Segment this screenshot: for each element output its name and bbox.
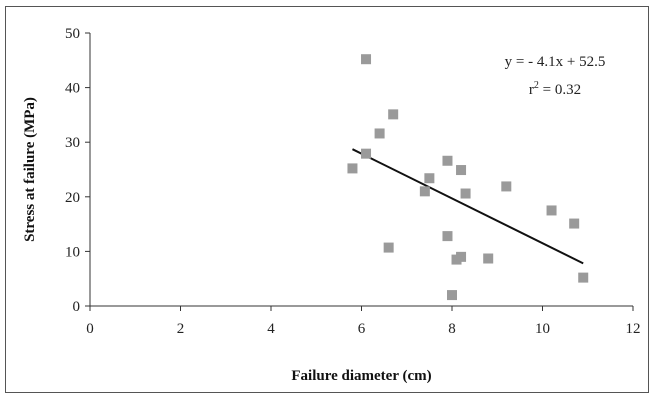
data-point: [442, 231, 453, 242]
x-tick-label: 8: [448, 321, 456, 337]
data-point: [456, 251, 467, 262]
data-point: [501, 181, 512, 192]
y-tick-label: 0: [73, 299, 81, 315]
data-point: [460, 188, 471, 199]
y-tick-label: 50: [65, 26, 80, 42]
data-point: [447, 290, 457, 301]
x-tick-label: 2: [177, 321, 185, 337]
chart-frame: 0 10 20 30 40 50 0 2 4 6 8 10 12 Failure diameter (c…: [5, 6, 649, 393]
data-point: [388, 109, 399, 120]
x-tick-label: 0: [86, 321, 94, 337]
data-points: [347, 54, 589, 301]
r-squared-value: = 0.32: [539, 82, 581, 98]
x-axis-title: Failure diameter (cm): [291, 368, 431, 384]
data-point: [483, 253, 494, 264]
data-point: [442, 155, 453, 166]
data-point: [383, 242, 394, 253]
data-point: [456, 165, 467, 176]
data-point: [374, 128, 385, 139]
r-squared-exponent: 2: [534, 80, 539, 91]
y-tick-label: 10: [65, 244, 80, 260]
data-point: [569, 218, 580, 229]
axes: [85, 32, 634, 311]
scatter-chart: 0 10 20 30 40 50 0 2 4 6 8 10 12 Failure diameter (c…: [22, 26, 641, 384]
r-squared-label: r2 = 0.32: [529, 80, 581, 98]
data-point: [361, 54, 372, 65]
x-tick-label: 10: [535, 321, 550, 337]
x-tick-label: 12: [626, 321, 641, 337]
trendline-equation: y = - 4.1x + 52.5: [505, 54, 606, 70]
trendline-layer: [352, 148, 584, 265]
y-tick-label: 20: [65, 190, 80, 206]
y-tick-label: 40: [65, 81, 80, 97]
data-point: [578, 272, 589, 283]
r-squared-prefix: r: [529, 82, 534, 98]
y-axis-title: Stress at failure (MPa): [22, 97, 38, 242]
data-point: [419, 186, 430, 197]
y-tick-label: 30: [65, 135, 80, 151]
data-point: [347, 163, 358, 174]
trendline: [352, 148, 584, 265]
data-point: [424, 173, 435, 184]
x-tick-label: 4: [267, 321, 275, 337]
data-point: [546, 205, 557, 216]
x-tick-label: 6: [358, 321, 366, 337]
tick-labels: 0 10 20 30 40 50 0 2 4 6 8 10 12: [65, 26, 641, 337]
data-point: [361, 148, 372, 159]
